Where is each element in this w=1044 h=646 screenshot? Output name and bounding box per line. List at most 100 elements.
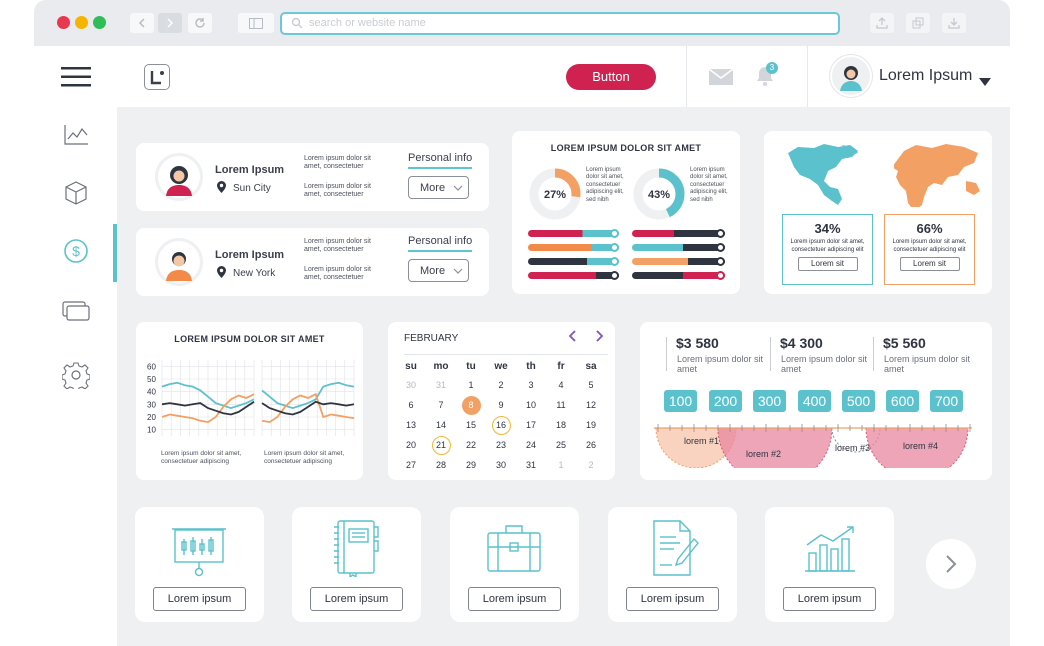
sidebar-item-finance[interactable]: $: [61, 236, 91, 266]
close-window-button[interactable]: [57, 16, 70, 29]
calendar-day[interactable]: 25: [546, 435, 576, 455]
calendar-day[interactable]: 21: [426, 435, 456, 455]
calendar-day[interactable]: 22: [456, 435, 486, 455]
reload-button[interactable]: [188, 13, 212, 33]
forward-button[interactable]: [158, 13, 182, 33]
tile-button[interactable]: Lorem ipsum: [626, 587, 719, 611]
address-bar[interactable]: search or website name: [280, 12, 840, 35]
chevron-left-icon[interactable]: [568, 330, 578, 342]
donut-card-title: LOREM IPSUM DOLOR SIT AMET: [550, 143, 702, 153]
calendar-day[interactable]: 6: [396, 395, 426, 415]
calendar-day[interactable]: 31: [426, 375, 456, 395]
sidebar-toggle-button[interactable]: [238, 13, 274, 33]
calendar-day[interactable]: 23: [486, 435, 516, 455]
calendar-day[interactable]: 5: [576, 375, 606, 395]
more-dropdown[interactable]: More: [408, 259, 469, 282]
notifications-button[interactable]: 3: [754, 62, 778, 92]
calendar-day[interactable]: 9: [486, 395, 516, 415]
download-button[interactable]: [942, 13, 966, 33]
scale-tag[interactable]: 100: [664, 390, 697, 412]
calendar-day[interactable]: 7: [426, 395, 456, 415]
more-dropdown[interactable]: More: [408, 176, 469, 199]
donut-card: LOREM IPSUM DOLOR SIT AMET 27% Lorem ips…: [512, 131, 740, 294]
tile-briefcase[interactable]: Lorem ipsum: [450, 507, 579, 622]
day-number: 9: [498, 400, 504, 410]
day-number: 12: [585, 400, 596, 410]
donut-chart-1: 27%: [529, 168, 581, 220]
progress-bar: [528, 271, 619, 280]
minimize-window-button[interactable]: [75, 16, 88, 29]
calendar-day[interactable]: 19: [576, 415, 606, 435]
calendar-card: FEBRUARY su mo tu we th fr sa 30 31 1 2 3 4 5 6 7 8 9 10 11…: [388, 322, 615, 480]
calendar-day[interactable]: 2: [576, 455, 606, 475]
calendar-day[interactable]: 24: [516, 435, 546, 455]
maximize-window-button[interactable]: [93, 16, 106, 29]
calendar-day[interactable]: 20: [396, 435, 426, 455]
menu-button[interactable]: [61, 62, 91, 92]
primary-button[interactable]: Button: [566, 64, 656, 90]
tile-button[interactable]: Lorem ipsum: [783, 587, 876, 611]
tile-document[interactable]: Lorem ipsum: [608, 507, 737, 622]
map-stat-button[interactable]: Lorem sit: [797, 257, 858, 271]
calendar-day[interactable]: 12: [576, 395, 606, 415]
calendar-day[interactable]: 4: [546, 375, 576, 395]
share-button[interactable]: [870, 13, 894, 33]
scale-tag[interactable]: 300: [753, 390, 786, 412]
tile-button[interactable]: Lorem ipsum: [310, 587, 403, 611]
personal-info-link[interactable]: Personal info: [408, 235, 473, 252]
calendar-day[interactable]: 1: [546, 455, 576, 475]
sidebar-item-analytics[interactable]: [61, 120, 91, 150]
sidebar-item-cards[interactable]: [61, 296, 91, 326]
calendar-day[interactable]: 1: [456, 375, 486, 395]
calendar-day[interactable]: 2: [486, 375, 516, 395]
sidebar-item-products[interactable]: [61, 178, 91, 208]
price-divider: [770, 337, 771, 371]
tile-presentation[interactable]: Lorem ipsum: [135, 507, 264, 622]
chevron-right-icon[interactable]: [594, 330, 604, 342]
calendar-day[interactable]: 26: [576, 435, 606, 455]
day-number: 3: [528, 380, 534, 390]
tile-button[interactable]: Lorem ipsum: [468, 587, 561, 611]
scale-tag[interactable]: 500: [842, 390, 875, 412]
personal-info-link[interactable]: Personal info: [408, 152, 473, 169]
tile-button[interactable]: Lorem ipsum: [153, 587, 246, 611]
price-value: $4 300: [780, 335, 823, 351]
calendar-day[interactable]: 30: [396, 375, 426, 395]
next-button[interactable]: [926, 539, 976, 589]
user-menu-toggle[interactable]: [979, 73, 991, 91]
calendar-day[interactable]: 8: [456, 395, 486, 415]
day-number: 30: [495, 460, 506, 470]
y-tick-label: 20: [147, 413, 156, 422]
tabs-button[interactable]: [906, 13, 930, 33]
day-number: 4: [558, 380, 564, 390]
calendar-day[interactable]: 11: [546, 395, 576, 415]
calendar-day[interactable]: 27: [396, 455, 426, 475]
scale-tag[interactable]: 700: [930, 390, 963, 412]
calendar-day[interactable]: 16: [486, 415, 516, 435]
tile-growth[interactable]: Lorem ipsum: [765, 507, 894, 622]
calendar-day[interactable]: 14: [426, 415, 456, 435]
calendar-day[interactable]: 17: [516, 415, 546, 435]
scale-tag[interactable]: 600: [886, 390, 919, 412]
calendar-day[interactable]: 29: [456, 455, 486, 475]
calendar-day[interactable]: 28: [426, 455, 456, 475]
back-button[interactable]: [130, 13, 154, 33]
calendar-day[interactable]: 10: [516, 395, 546, 415]
messages-button[interactable]: [708, 68, 734, 90]
scale-tag[interactable]: 200: [709, 390, 742, 412]
tile-notebook[interactable]: Lorem ipsum: [292, 507, 421, 622]
sidebar-item-settings[interactable]: [61, 360, 91, 390]
calendar-day[interactable]: 15: [456, 415, 486, 435]
location-pin-icon: [217, 266, 226, 278]
calendar-day[interactable]: 31: [516, 455, 546, 475]
calendar-day[interactable]: 18: [546, 415, 576, 435]
map-stat-button[interactable]: Lorem sit: [899, 257, 960, 271]
user-avatar[interactable]: [830, 55, 872, 97]
calendar-day[interactable]: 30: [486, 455, 516, 475]
calendar-day[interactable]: 13: [396, 415, 426, 435]
scale-tag[interactable]: 400: [798, 390, 831, 412]
calendar-day[interactable]: 3: [516, 375, 546, 395]
user-name[interactable]: Lorem Ipsum: [879, 67, 973, 84]
progress-bar: [632, 271, 725, 280]
price-text: Lorem ipsum dolor sit amet: [781, 354, 868, 374]
